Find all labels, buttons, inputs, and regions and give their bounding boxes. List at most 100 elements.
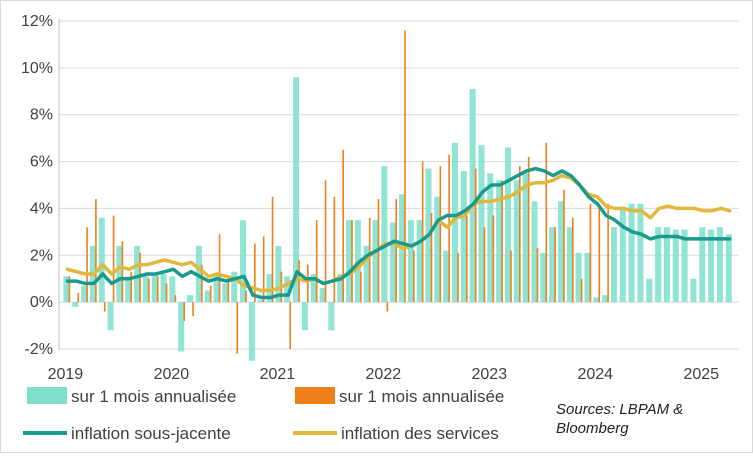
bar-orange: [448, 154, 450, 303]
bar-teal: [178, 302, 185, 352]
bar-teal: [513, 180, 520, 303]
bar-teal: [716, 227, 723, 303]
bar-orange: [457, 252, 459, 303]
bar-teal: [557, 201, 564, 303]
bar-orange: [192, 302, 194, 317]
bar-orange: [413, 250, 415, 303]
bar-teal: [540, 252, 547, 303]
bar-teal: [310, 274, 317, 303]
bar-teal: [584, 252, 591, 303]
x-tick-label: 2019: [48, 366, 84, 383]
bar-orange: [227, 278, 230, 303]
bar-orange: [95, 199, 97, 303]
bars-teal-series: [63, 77, 732, 361]
bar-teal: [522, 173, 529, 303]
bar-teal: [593, 297, 600, 303]
bar-orange: [183, 302, 186, 321]
bar-orange: [324, 180, 327, 303]
bar-orange: [307, 264, 309, 303]
y-tick-label: 12%: [21, 13, 53, 30]
bar-orange: [607, 203, 609, 303]
legend-swatch-orange: [295, 387, 335, 404]
bar-teal: [125, 276, 132, 303]
bar-teal: [566, 227, 573, 303]
bar-teal: [204, 290, 211, 303]
bar-orange: [121, 241, 124, 303]
bar-teal: [301, 302, 308, 331]
bar-teal: [160, 274, 167, 303]
bar-orange: [571, 217, 574, 303]
legend-label-teal-bars: sur 1 mois annualisée: [71, 387, 236, 406]
legend-label-services-line: inflation des services: [341, 424, 499, 443]
legend-label-core-line: inflation sous-jacente: [71, 424, 231, 443]
bar-teal: [248, 302, 255, 361]
bar-orange: [254, 243, 256, 303]
bar-orange: [130, 271, 133, 303]
bar-teal: [655, 227, 662, 303]
x-tick-label: 2025: [683, 366, 719, 383]
bar-teal: [363, 245, 370, 303]
bar-teal: [240, 220, 247, 303]
bar-orange: [103, 302, 106, 312]
x-tick-label: 2023: [472, 366, 508, 383]
bar-teal: [699, 227, 706, 303]
bar-teal: [681, 229, 688, 303]
bar-teal: [531, 201, 538, 303]
bar-orange: [342, 149, 344, 303]
source-line-1: Sources: LBPAM &: [556, 401, 683, 418]
bar-orange: [386, 302, 389, 312]
y-tick-label: 2%: [30, 247, 53, 264]
bar-teal: [72, 302, 79, 307]
bar-orange: [351, 220, 353, 303]
bar-teal: [275, 245, 282, 303]
core-inflation-line: [65, 166, 732, 300]
bar-orange: [439, 166, 442, 303]
bar-orange: [501, 180, 503, 303]
bar-orange: [201, 264, 203, 303]
bar-orange: [430, 213, 433, 303]
bar-teal: [451, 142, 458, 303]
legend-item-core-line: inflation sous-jacente: [23, 424, 231, 443]
y-tick-label: 4%: [30, 200, 53, 217]
bar-orange: [271, 196, 274, 303]
bar-teal: [328, 302, 335, 331]
bar-orange: [483, 227, 486, 303]
bar-orange: [474, 168, 477, 303]
bar-teal: [407, 220, 414, 303]
y-tick-label: 6%: [30, 154, 53, 171]
bar-orange: [86, 227, 88, 303]
bar-teal: [187, 295, 194, 303]
bar-teal: [549, 227, 556, 303]
y-tick-label: 8%: [30, 107, 53, 124]
bar-orange: [519, 166, 521, 303]
bar-teal: [116, 245, 123, 303]
bar-teal: [381, 166, 388, 303]
bar-orange: [245, 290, 247, 303]
bar-teal: [266, 274, 273, 303]
bars-orange-series: [68, 30, 609, 354]
bar-orange: [492, 215, 495, 303]
legend-item-services-line: inflation des services: [293, 424, 499, 443]
y-tick-label: 10%: [21, 60, 53, 77]
bar-orange: [527, 156, 530, 303]
x-tick-label: 2022: [366, 366, 402, 383]
bar-orange: [598, 208, 601, 303]
bar-orange: [368, 217, 371, 303]
bar-teal: [575, 252, 582, 303]
bar-orange: [466, 215, 468, 303]
services-line: [65, 173, 732, 293]
bar-teal: [628, 203, 635, 303]
bar-teal: [390, 222, 397, 303]
bar-teal: [478, 145, 485, 303]
bar-teal: [637, 203, 644, 303]
bar-teal: [134, 245, 141, 303]
bar-orange: [68, 276, 71, 303]
bar-teal: [319, 288, 326, 303]
bar-teal: [98, 217, 105, 303]
bar-orange: [218, 234, 221, 303]
bar-teal: [434, 196, 441, 303]
bar-orange: [360, 271, 362, 303]
bar-teal: [725, 234, 732, 303]
bar-orange: [536, 248, 539, 303]
